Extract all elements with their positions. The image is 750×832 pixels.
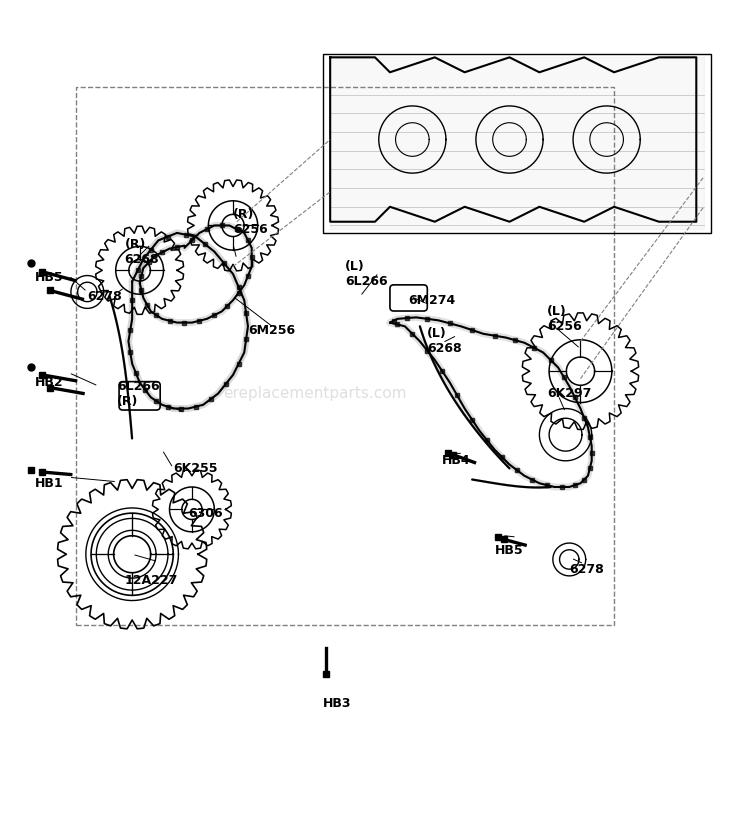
Text: 6L266
(R): 6L266 (R) — [117, 379, 160, 408]
Text: 6M256: 6M256 — [248, 324, 295, 337]
Text: 6K255: 6K255 — [173, 462, 217, 475]
Text: HB5: HB5 — [494, 544, 524, 557]
Text: HB4: HB4 — [442, 454, 471, 468]
Text: HB2: HB2 — [35, 376, 64, 389]
Text: HB1: HB1 — [35, 477, 64, 490]
Text: 6K297: 6K297 — [547, 387, 591, 400]
Text: HB5: HB5 — [35, 271, 64, 285]
Text: ereplacementparts.com: ereplacementparts.com — [224, 386, 407, 401]
Text: 12A227: 12A227 — [124, 574, 178, 587]
Text: 6278: 6278 — [569, 562, 604, 576]
Text: 6278: 6278 — [87, 290, 122, 303]
Text: (L)
6256: (L) 6256 — [547, 305, 581, 333]
Text: 6306: 6306 — [188, 507, 223, 520]
Text: (R)
6268: (R) 6268 — [124, 238, 159, 265]
Text: (L)
6268: (L) 6268 — [427, 327, 462, 355]
Text: HB3: HB3 — [322, 697, 351, 711]
FancyBboxPatch shape — [119, 382, 160, 410]
Text: 6M274: 6M274 — [409, 294, 456, 307]
FancyBboxPatch shape — [390, 285, 427, 311]
Text: (L)
6L266: (L) 6L266 — [345, 260, 388, 288]
Text: (R)
6256: (R) 6256 — [233, 208, 268, 235]
